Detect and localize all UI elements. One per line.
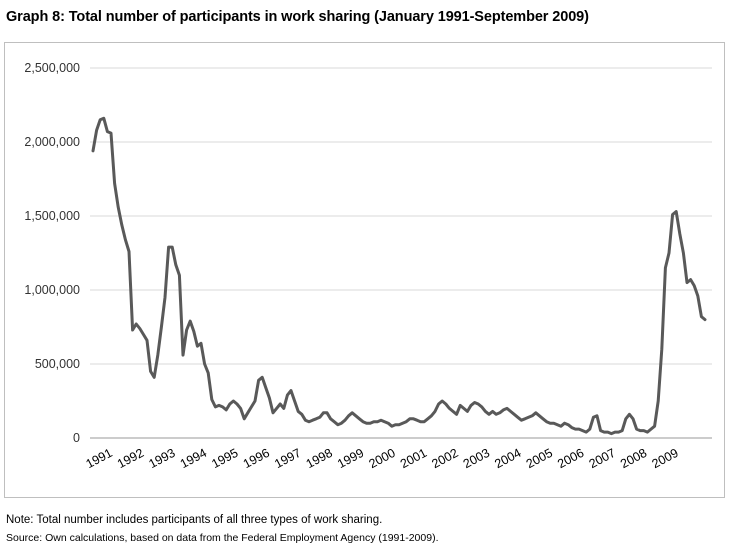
x-tick-label: 1991 [84,446,115,471]
x-tick-label: 2000 [367,446,398,471]
x-tick-label: 1994 [178,446,209,471]
chart-frame [4,42,725,498]
series-group [91,116,707,436]
y-tick-label: 0 [73,431,80,445]
chart-note: Note: Total number includes participants… [6,514,383,526]
x-tick-label: 2008 [618,446,649,471]
y-tick-label: 1,000,000 [24,283,80,297]
x-tick-label: 1995 [209,446,240,471]
x-tick-label: 1998 [304,446,335,471]
x-tick-label: 1997 [272,446,303,471]
x-tick-label: 1993 [146,446,177,471]
y-tick-label: 2,500,000 [24,61,80,75]
chart-title: Graph 8: Total number of participants in… [6,9,589,25]
x-tick-label: 2006 [555,446,586,471]
x-tick-label: 2009 [650,446,681,471]
x-tick-label: 1996 [241,446,272,471]
x-tick-label: 1999 [335,446,366,471]
chart-source: Source: Own calculations, based on data … [6,532,439,544]
x-tick-label: 2007 [587,446,618,471]
x-tick-label: 2002 [429,446,460,471]
y-tick-label: 2,000,000 [24,135,80,149]
gridlines [90,67,712,439]
series-line [91,116,707,436]
x-tick-label: 2005 [524,446,555,471]
x-tick-label: 2003 [461,446,492,471]
y-axis-ticks: 0 500,000 1,000,000 1,500,000 2,000,000 2,500… [24,61,80,445]
y-tick-label: 500,000 [35,357,80,371]
y-tick-label: 1,500,000 [24,209,80,223]
x-tick-label: 2004 [492,446,523,471]
x-tick-label: 2001 [398,446,429,471]
x-axis-ticks: 1991 1992 1993 1994 1995 1996 1997 1998 1999 2000… [84,446,681,471]
x-tick-label: 1992 [115,446,146,471]
